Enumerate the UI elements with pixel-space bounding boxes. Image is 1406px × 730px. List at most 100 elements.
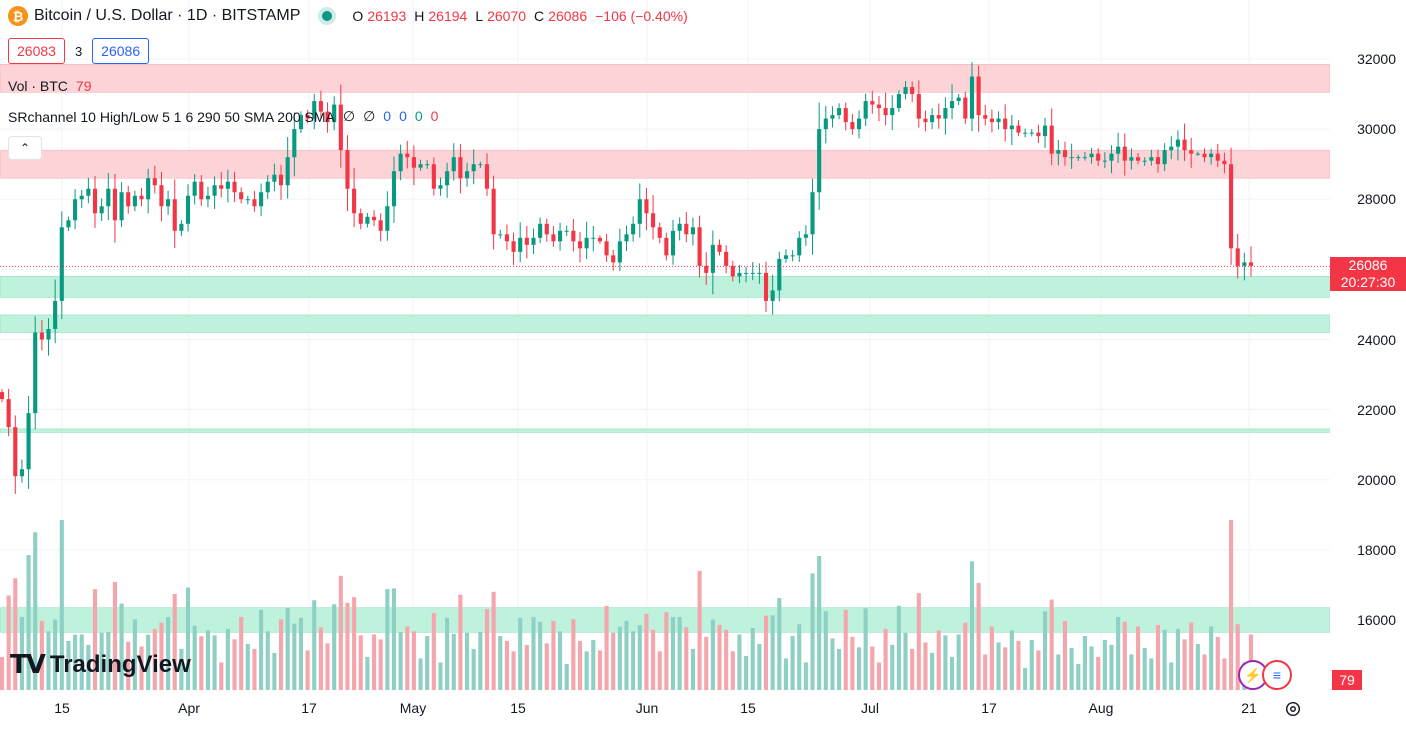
volume-bar xyxy=(59,520,64,690)
symbol-title[interactable]: Bitcoin / U.S. Dollar · 1D · BITSTAMP xyxy=(34,7,301,24)
price-tick-label: 16000 xyxy=(1357,612,1396,628)
candle-body xyxy=(325,111,330,123)
volume-bar xyxy=(644,613,649,690)
volume-bar xyxy=(438,662,443,690)
volume-bar xyxy=(1042,611,1048,690)
volume-bar xyxy=(92,589,98,690)
candle-body xyxy=(199,181,204,200)
price-tick-label: 18000 xyxy=(1357,541,1396,558)
sell-price-button[interactable]: 26083 xyxy=(8,38,65,64)
price-chart[interactable] xyxy=(0,0,1330,690)
tradingview-logo[interactable]: TV TradingView xyxy=(10,650,191,680)
candle-body xyxy=(265,181,270,193)
candle-body xyxy=(677,223,682,231)
candle-body xyxy=(1016,125,1021,133)
volume-bar xyxy=(617,626,622,690)
volume-bar xyxy=(890,644,895,690)
candle-body xyxy=(883,108,888,116)
volume-bar xyxy=(272,652,277,690)
srchannel-values: ∅ ∅ 0 0 0 0 xyxy=(343,108,439,125)
srchannel-legend[interactable]: SRchannel 10 High/Low 5 1 6 290 50 SMA 2… xyxy=(8,108,438,125)
candle-body xyxy=(644,199,649,214)
candle-body xyxy=(1056,150,1061,154)
volume-bar xyxy=(969,561,975,690)
candle-body xyxy=(1082,157,1087,159)
candle-body xyxy=(146,178,151,200)
volume-bar xyxy=(185,587,191,690)
candle-body xyxy=(338,104,343,151)
candle-body xyxy=(1122,146,1127,161)
volume-bar xyxy=(730,651,735,690)
ohlc-values: O 26193 H 26194 L 26070 C 26086 −106 (−0.40%… xyxy=(352,8,691,24)
volume-bar xyxy=(930,652,935,690)
volume-bar xyxy=(245,644,250,690)
lightning-event-icon[interactable]: ⚡ xyxy=(1238,660,1268,690)
volume-bar xyxy=(737,634,742,690)
volume-bar xyxy=(989,626,994,690)
candle-body xyxy=(152,178,157,186)
volume-bar xyxy=(152,628,157,690)
support-zone xyxy=(0,428,1330,433)
volume-bar xyxy=(996,642,1001,690)
candle-body xyxy=(604,241,609,256)
volume-bar xyxy=(956,634,961,690)
candle-body xyxy=(624,234,629,242)
chart-pane[interactable]: ₿ Bitcoin / U.S. Dollar · 1D · BITSTAMP … xyxy=(0,0,1330,690)
candle-body xyxy=(484,164,490,189)
candle-body xyxy=(239,192,244,200)
candle-body xyxy=(259,192,264,207)
grid-lines xyxy=(0,0,1330,690)
candle-body xyxy=(1102,160,1107,162)
volume-bar xyxy=(166,616,171,690)
volume-bar xyxy=(431,613,436,690)
time-tick-label: Jul xyxy=(861,700,879,716)
price-tick-label: 32000 xyxy=(1357,51,1396,67)
candle-body xyxy=(657,227,662,238)
market-status-icon[interactable] xyxy=(322,11,333,21)
candle-body xyxy=(1215,153,1220,161)
candle-body xyxy=(551,234,556,242)
candle-body xyxy=(112,188,118,221)
volume-bar xyxy=(531,616,536,690)
volume-bar xyxy=(538,621,543,690)
volume-bar xyxy=(624,620,629,690)
volume-bar xyxy=(963,622,968,690)
collapse-legend-button[interactable]: ⌃ xyxy=(8,136,42,160)
volume-bar xyxy=(684,627,689,690)
candle-body xyxy=(318,101,323,112)
price-axis[interactable]: 3200030000280002600024000220002000018000… xyxy=(1330,0,1406,690)
volume-bar xyxy=(325,643,330,690)
buy-price-button[interactable]: 26086 xyxy=(92,38,150,64)
volume-bar xyxy=(199,636,204,690)
symbol-legend[interactable]: ₿ Bitcoin / U.S. Dollar · 1D · BITSTAMP … xyxy=(8,6,692,26)
volume-bar xyxy=(1069,648,1074,690)
candle-body xyxy=(1175,139,1180,147)
volume-legend[interactable]: Vol · BTC 79 xyxy=(8,78,91,94)
volume-bar xyxy=(810,573,815,690)
time-tick-label: Apr xyxy=(178,700,200,716)
price-tick-label: 22000 xyxy=(1357,401,1396,418)
candle-body xyxy=(863,101,868,119)
candle-body xyxy=(564,230,569,232)
volume-bar xyxy=(332,604,337,690)
candle-body xyxy=(292,129,297,158)
change-value: −106 (−0.40%) xyxy=(595,8,688,24)
volume-bar xyxy=(1142,648,1147,690)
candle-body xyxy=(843,108,848,123)
us-flag-event-icon[interactable]: ≡ xyxy=(1262,660,1292,690)
candle-body xyxy=(717,244,722,252)
volume-bar xyxy=(232,639,237,690)
srchannel-label: SRchannel 10 High/Low 5 1 6 290 50 SMA 2… xyxy=(8,108,335,125)
candle-body xyxy=(378,220,383,231)
candle-body xyxy=(185,195,191,224)
volume-bar xyxy=(657,651,662,690)
candle-body xyxy=(431,164,436,189)
volume-bar xyxy=(298,617,304,690)
volume-bar xyxy=(564,664,569,690)
volume-bar xyxy=(1129,654,1134,690)
volume-bar xyxy=(591,640,596,690)
settings-icon[interactable] xyxy=(1284,700,1302,718)
volume-bar xyxy=(949,656,955,690)
time-axis[interactable]: 15 Apr 17 May 15 Jun 15 Jul 17 Aug 21 xyxy=(0,690,1330,730)
candle-body xyxy=(790,255,795,257)
